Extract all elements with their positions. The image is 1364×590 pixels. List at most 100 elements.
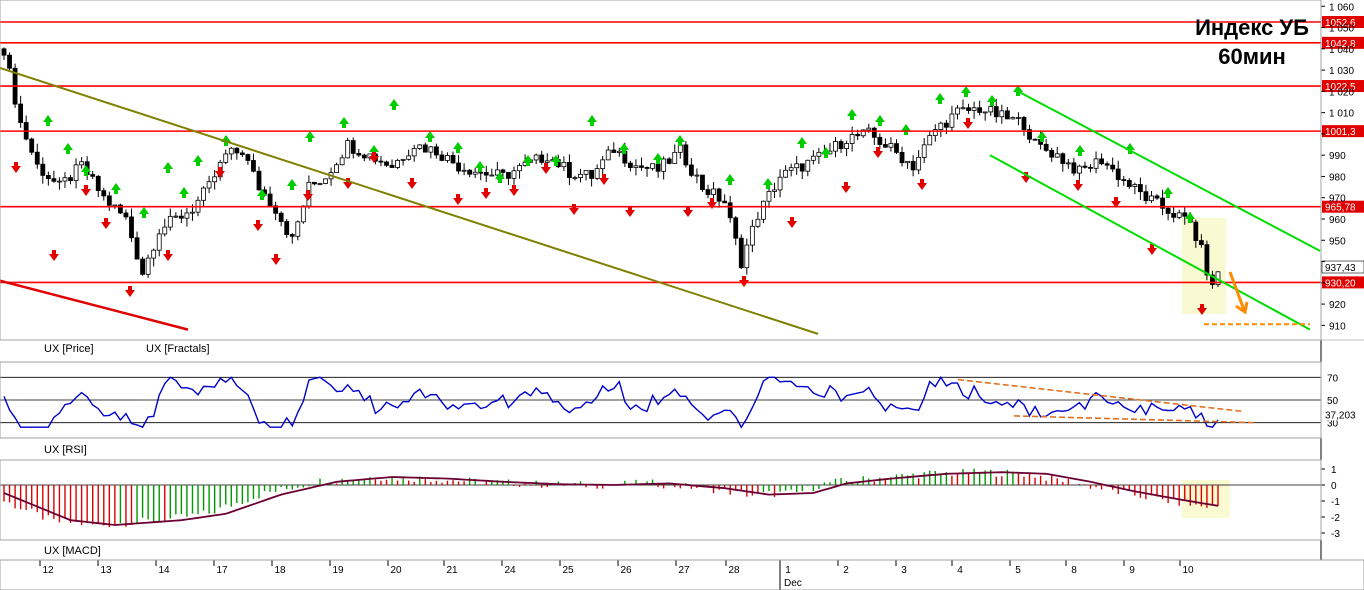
candle-body (650, 163, 655, 169)
candle-body (267, 193, 273, 207)
candle-body (433, 146, 439, 156)
price-y-tick-label: 1 040 (1329, 45, 1354, 56)
candle-body (1010, 117, 1016, 120)
fractal-down-marker (81, 185, 91, 196)
legend-fractals: UX [Fractals] (146, 343, 210, 355)
candle-body (761, 200, 766, 220)
candle-body (251, 160, 256, 172)
candle-body (389, 164, 395, 168)
candle-body (866, 127, 872, 131)
candle-body (350, 140, 356, 154)
candle-body (711, 188, 716, 195)
candle-body (655, 163, 661, 172)
candle-body (1110, 164, 1116, 170)
rsi-last-tag (1322, 408, 1362, 421)
price-level-tag (1322, 276, 1364, 289)
fractal-up-marker (163, 162, 173, 173)
candle-body (417, 144, 423, 149)
candle-body (51, 178, 57, 182)
candle-body (783, 169, 789, 178)
rsi-trend-upper (957, 378, 1243, 413)
candle-body (700, 174, 705, 190)
rsi-level-label: 70 (1327, 373, 1339, 384)
fractal-up-marker (63, 143, 73, 154)
candle-body (921, 144, 927, 158)
candle-body (190, 211, 195, 214)
candle-body (489, 174, 495, 177)
candle-body (500, 169, 506, 173)
candle-body (68, 177, 73, 181)
x-tick-label: 1 (785, 565, 791, 576)
x-tick-label: 8 (1071, 565, 1077, 576)
candle-body (90, 174, 96, 177)
candle-body (955, 107, 960, 115)
candle-body (932, 129, 938, 136)
fractal-up-marker (495, 172, 505, 183)
candle-body (1154, 195, 1160, 199)
candle-body (639, 165, 644, 168)
fractal-up-marker (587, 115, 597, 126)
candle-body (539, 154, 545, 163)
candle-body (938, 122, 944, 130)
candle-body (201, 187, 206, 201)
candle-body (860, 129, 866, 137)
fractal-up-marker (763, 178, 773, 189)
candle-body (450, 154, 456, 164)
macd-panel: 1 0 -1 -2 -3 (0, 465, 1340, 540)
candle-body (511, 170, 517, 179)
candle-body (506, 172, 511, 179)
candle-body (572, 177, 578, 179)
price-level-label: 1042,8 (1325, 39, 1356, 50)
fractal-up-marker (287, 179, 297, 190)
x-tick-label: 20 (390, 565, 402, 576)
candle-body (273, 205, 279, 214)
candle-body (256, 170, 262, 191)
fractal-up-marker (305, 131, 315, 142)
candle-body (95, 175, 101, 191)
fractal-down-marker (917, 179, 927, 190)
candle-body (1071, 162, 1077, 174)
fractal-up-marker (389, 99, 399, 110)
fractal-down-marker (509, 185, 519, 196)
fractal-up-marker (453, 142, 463, 153)
candle-body (777, 176, 783, 191)
fractal-up-marker (193, 155, 203, 166)
fractal-up-marker (1075, 145, 1085, 156)
candle-body (1198, 240, 1204, 246)
candle-body (361, 154, 367, 159)
candle-body (567, 162, 572, 178)
price-y-tick-label: 1 060 (1329, 2, 1354, 13)
candle-body (844, 143, 849, 149)
candle-body (788, 167, 794, 171)
fractal-up-marker (1125, 143, 1135, 154)
candle-body (816, 151, 822, 157)
fractal-down-marker (253, 220, 263, 231)
candle-body (744, 244, 750, 269)
fractal-up-marker (369, 145, 379, 156)
macd-highlight-box (1182, 480, 1230, 518)
fractal-down-marker (11, 162, 21, 173)
candle-body (478, 171, 484, 174)
candle-body (888, 143, 894, 148)
candle-body (927, 135, 933, 146)
fractal-down-marker (481, 188, 491, 199)
rsi-level-label: 50 (1327, 396, 1339, 407)
candle-body (317, 183, 323, 185)
candle-body (356, 152, 362, 156)
candle-body (18, 103, 24, 123)
candle-body (129, 216, 134, 239)
candle-body (339, 157, 345, 166)
last-price-label: 937,43 (1325, 263, 1356, 274)
candle-body (1143, 191, 1149, 202)
candle-body (140, 258, 145, 275)
macd-line (3, 471, 1219, 526)
price-y-tick-label: 1 030 (1329, 66, 1354, 77)
candle-body (799, 163, 805, 172)
candle-body (312, 181, 317, 185)
price-level-label: 1001,3 (1325, 127, 1356, 138)
candle-body (1016, 117, 1021, 119)
candle-body (544, 160, 550, 163)
candle-body (1115, 168, 1121, 180)
x-tick-label: 14 (158, 565, 170, 576)
